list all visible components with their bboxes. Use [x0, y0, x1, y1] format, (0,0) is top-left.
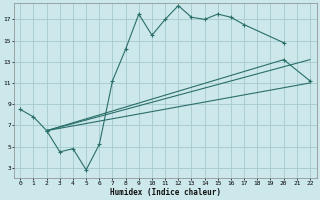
X-axis label: Humidex (Indice chaleur): Humidex (Indice chaleur)	[110, 188, 220, 197]
